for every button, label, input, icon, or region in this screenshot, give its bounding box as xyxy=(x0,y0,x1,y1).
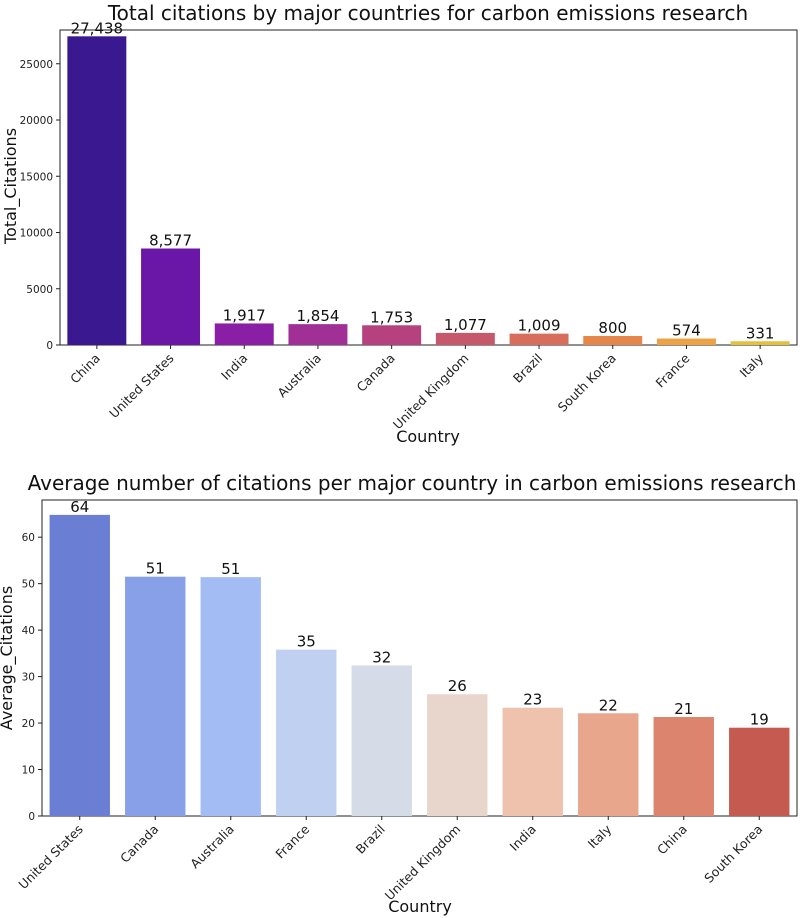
c1-bar-value-label: 1,917 xyxy=(223,306,266,324)
chart-2-data-labels: 64 51 51 35 32 26 23 22 21 19 xyxy=(70,498,769,729)
c1-bar xyxy=(141,248,201,345)
c2-x-category-label: Canada xyxy=(117,822,161,866)
c2-bar-value-label: 32 xyxy=(372,648,391,666)
c2-y-tick-label: 0 xyxy=(28,811,35,823)
c2-bar-value-label: 26 xyxy=(448,677,467,695)
c1-bar xyxy=(214,323,274,345)
c1-bar xyxy=(435,332,495,345)
chart-2-x-axis-label: Country xyxy=(388,897,452,916)
c1-bar-value-label: 574 xyxy=(672,322,701,340)
c1-bar-value-label: 800 xyxy=(598,319,627,337)
c2-bar xyxy=(200,577,261,816)
chart-1-title: Total citations by major countries for c… xyxy=(107,1,748,25)
chart-average-citations: Average number of citations per major co… xyxy=(0,471,798,916)
chart-1-data-labels: 27,438 8,577 1,917 1,854 1,753 1,077 1,009 800 5… xyxy=(71,19,775,342)
chart-2-bars xyxy=(49,514,790,816)
c1-y-tick-label: 20000 xyxy=(20,115,53,127)
c2-x-category-label: India xyxy=(507,822,539,854)
c2-bar-value-label: 64 xyxy=(70,498,89,516)
c1-bar-value-label: 27,438 xyxy=(71,19,124,37)
c2-bar xyxy=(578,713,639,816)
c2-y-tick-label: 30 xyxy=(22,672,35,684)
c2-bar xyxy=(502,707,563,816)
c1-bar-value-label: 1,753 xyxy=(370,308,413,326)
c1-bar-value-label: 1,854 xyxy=(296,307,339,325)
chart-2-x-categories: United States Canada Australia France Brazil… xyxy=(15,816,765,903)
c2-bar-value-label: 19 xyxy=(750,711,769,729)
c1-bar xyxy=(362,325,422,345)
c2-bar xyxy=(427,694,488,816)
chart-1-plot-frame xyxy=(59,29,798,346)
c1-bar xyxy=(67,36,127,345)
c2-x-category-label: France xyxy=(272,821,312,861)
c1-x-category-label: Australia xyxy=(274,351,324,401)
c2-x-category-label: China xyxy=(654,822,690,858)
c2-x-category-label: United States xyxy=(15,822,85,892)
c2-y-tick-label: 50 xyxy=(22,579,35,591)
c1-y-tick-label: 25000 xyxy=(20,59,53,71)
c2-x-category-label: Brazil xyxy=(353,822,388,857)
c1-x-category-label: China xyxy=(67,351,103,387)
c2-y-tick-label: 40 xyxy=(22,625,35,637)
c2-y-tick-label: 60 xyxy=(22,532,35,544)
c2-x-category-label: United Kingdom xyxy=(382,822,464,904)
c1-bar-value-label: 1,077 xyxy=(444,316,487,334)
c2-bar xyxy=(276,649,337,816)
c1-x-category-label: South Korea xyxy=(555,351,619,415)
c1-bar-value-label: 8,577 xyxy=(149,232,192,250)
chart-2-y-ticks: 0 10 20 30 40 50 60 xyxy=(22,532,42,823)
c1-bar xyxy=(583,336,643,345)
c1-x-category-label: United States xyxy=(106,351,176,421)
c1-x-category-label: United Kingdom xyxy=(390,351,472,433)
c2-x-category-label: South Korea xyxy=(701,822,765,886)
c1-y-tick-label: 10000 xyxy=(20,228,53,240)
c2-bar-value-label: 22 xyxy=(599,696,618,714)
c1-bar-value-label: 331 xyxy=(746,324,775,342)
c1-x-category-label: France xyxy=(653,350,693,390)
chart-2-plot-frame xyxy=(41,499,798,817)
c2-bar xyxy=(729,727,790,816)
chart-1-x-categories: China United States India Australia CanadaUn… xyxy=(67,345,767,432)
chart-2-y-axis-label: Average_Citations xyxy=(0,586,17,730)
c2-bar xyxy=(351,665,412,816)
c1-bar xyxy=(656,338,716,345)
c2-y-tick-label: 10 xyxy=(22,765,35,777)
c1-x-category-label: Canada xyxy=(354,351,398,395)
chart-1-x-axis-label: Country xyxy=(396,427,460,446)
c1-bar-value-label: 1,009 xyxy=(518,317,561,335)
c2-bar-value-label: 21 xyxy=(674,700,693,718)
c1-bar xyxy=(509,333,569,345)
c2-bar-value-label: 51 xyxy=(146,560,165,578)
c2-bar-value-label: 23 xyxy=(523,691,542,709)
c2-x-category-label: Australia xyxy=(187,822,237,872)
c1-y-tick-label: 0 xyxy=(46,340,53,352)
chart-total-citations: Total citations by major countries for c… xyxy=(1,1,798,446)
c1-x-category-label: Brazil xyxy=(510,351,545,386)
c1-bar xyxy=(730,341,790,345)
chart-1-y-ticks: 0 5000 10000 15000 20000 25000 xyxy=(20,59,60,352)
c2-y-tick-label: 20 xyxy=(22,718,35,730)
c1-x-category-label: Italy xyxy=(736,350,766,380)
chart-1-bars xyxy=(67,36,790,345)
c2-bar xyxy=(653,717,714,816)
c2-bar xyxy=(49,514,110,816)
chart-1-y-axis-label: Total_Citations xyxy=(1,128,21,245)
c2-bar-value-label: 35 xyxy=(297,633,316,651)
chart-2-title: Average number of citations per major co… xyxy=(28,471,797,495)
c1-x-category-label: India xyxy=(218,351,250,383)
c1-y-tick-label: 15000 xyxy=(20,171,53,183)
c2-x-category-label: Italy xyxy=(585,821,615,851)
c2-bar-value-label: 51 xyxy=(221,560,240,578)
c2-bar xyxy=(125,576,186,816)
c1-y-tick-label: 5000 xyxy=(26,284,53,296)
c1-bar xyxy=(288,324,348,345)
